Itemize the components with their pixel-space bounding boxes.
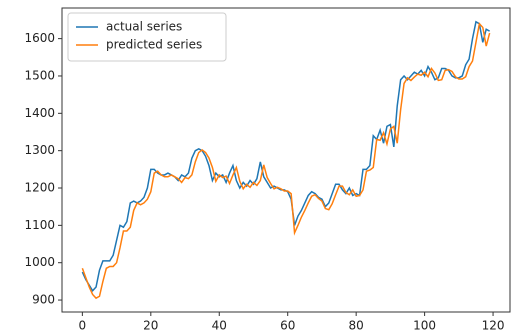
- x-tick-label: 120: [482, 319, 505, 333]
- x-tick-label: 40: [212, 319, 227, 333]
- y-tick-label: 1500: [24, 68, 55, 82]
- legend-label: predicted series: [106, 38, 202, 52]
- y-tick-label: 1000: [24, 255, 55, 269]
- x-tick-label: 20: [143, 319, 158, 333]
- x-tick-label: 80: [349, 319, 364, 333]
- y-tick-label: 900: [32, 293, 55, 307]
- series-line: [81, 22, 491, 300]
- y-tick-label: 1300: [24, 143, 55, 157]
- y-tick-label: 1400: [24, 106, 55, 120]
- y-tick-label: 1200: [24, 181, 55, 195]
- plot-frame: [61, 7, 511, 313]
- y-tick-label: 1600: [24, 31, 55, 45]
- legend-label: actual series: [106, 20, 182, 34]
- series-line: [81, 20, 490, 292]
- y-tick-label: 1100: [24, 218, 55, 232]
- x-tick-label: 60: [280, 319, 295, 333]
- x-tick-label: 0: [79, 319, 87, 333]
- legend-box: [67, 12, 227, 62]
- x-tick-label: 100: [413, 319, 436, 333]
